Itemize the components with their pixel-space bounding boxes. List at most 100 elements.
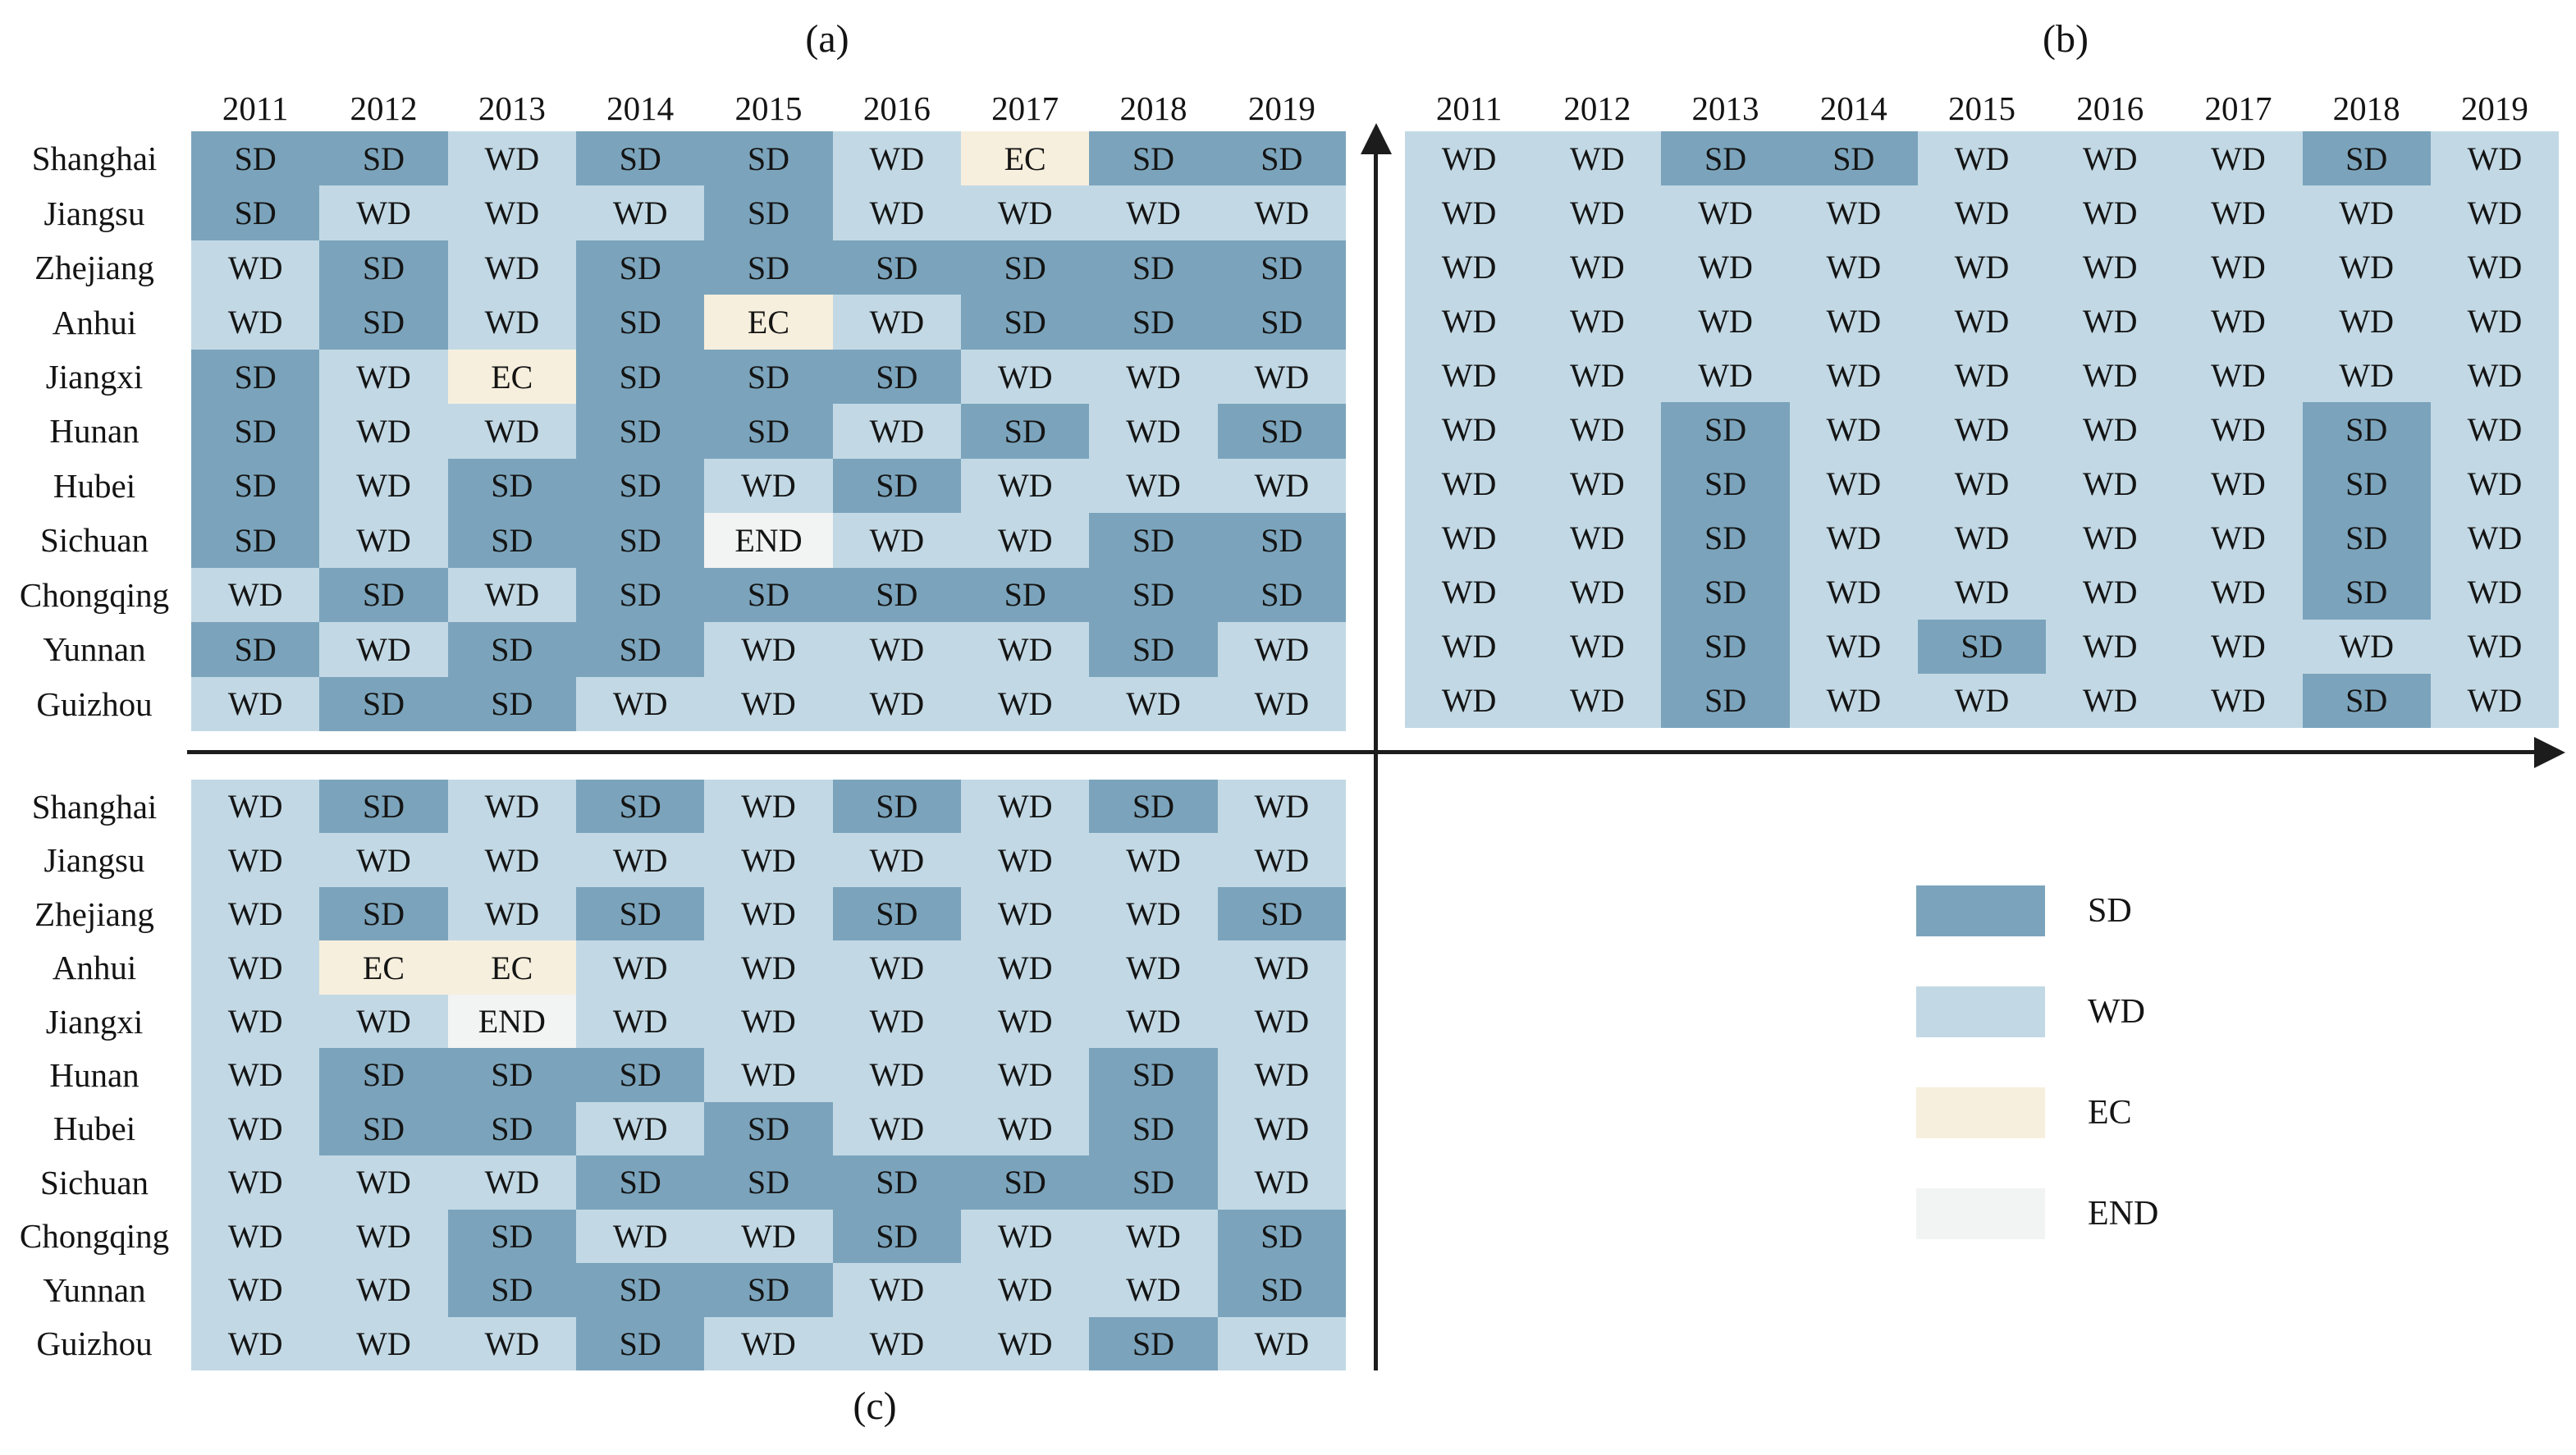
row-label-anhui: Anhui xyxy=(52,303,137,341)
row-label-jiangxi: Jiangxi xyxy=(45,1002,144,1041)
cell-c-zhejiang-2013: WD xyxy=(447,886,576,941)
year-header-2012: 2012 xyxy=(350,89,418,127)
cell-c-zhejiang-2014: SD xyxy=(575,886,705,941)
cell-b-yunnan-2011: WD xyxy=(1405,619,1534,674)
cell-a-yunnan-2018: SD xyxy=(1089,622,1218,677)
cell-c-hubei-2016: WD xyxy=(832,1101,961,1156)
cell-b-jiangsu-2014: WD xyxy=(1789,185,1918,240)
cell-a-zhejiang-2011: WD xyxy=(191,240,320,295)
cell-b-shanghai-2014: SD xyxy=(1789,131,1918,186)
cell-a-jiangxi-2015: SD xyxy=(704,349,833,405)
cell-a-hubei-2012: WD xyxy=(319,458,448,514)
cell-b-hunan-2014: WD xyxy=(1789,402,1918,457)
cell-c-hubei-2014: WD xyxy=(575,1101,705,1156)
cell-b-hubei-2014: WD xyxy=(1789,456,1918,511)
cell-b-chongqing-2011: WD xyxy=(1405,565,1534,620)
legend-item-ec: EC xyxy=(1916,1087,2158,1138)
cell-b-yunnan-2018: WD xyxy=(2302,619,2431,674)
cell-c-yunnan-2017: WD xyxy=(960,1263,1090,1317)
cell-a-hubei-2018: WD xyxy=(1089,458,1218,514)
cell-c-guizhou-2012: WD xyxy=(319,1316,448,1370)
cell-a-shanghai-2012: SD xyxy=(319,131,448,186)
cell-b-chongqing-2012: WD xyxy=(1533,565,1662,620)
cell-b-anhui-2012: WD xyxy=(1533,294,1662,349)
cell-a-zhejiang-2015: SD xyxy=(704,240,833,295)
cell-c-guizhou-2013: WD xyxy=(447,1316,576,1370)
cell-b-jiangxi-2016: WD xyxy=(2046,348,2175,403)
vertical-axis-line xyxy=(1374,149,1378,1370)
panel-a-row-labels: Shanghai Jiangsu Zhejiang Anhui Jiangxi Hunan… xyxy=(2,131,187,731)
cell-a-hubei-2019: WD xyxy=(1217,458,1346,514)
cell-b-jiangsu-2017: WD xyxy=(2174,185,2303,240)
cell-b-zhejiang-2014: WD xyxy=(1789,240,1918,295)
cell-b-anhui-2017: WD xyxy=(2174,294,2303,349)
cell-b-sichuan-2019: WD xyxy=(2430,510,2559,565)
cell-b-hunan-2013: SD xyxy=(1661,402,1790,457)
cell-b-anhui-2013: WD xyxy=(1661,294,1790,349)
cell-a-anhui-2012: SD xyxy=(319,295,448,350)
cell-a-shanghai-2018: SD xyxy=(1089,131,1218,186)
cell-a-hunan-2017: SD xyxy=(960,404,1090,459)
cell-a-chongqing-2015: SD xyxy=(704,567,833,623)
cell-c-shanghai-2016: SD xyxy=(832,780,961,834)
cell-c-hunan-2011: WD xyxy=(191,1048,320,1102)
cell-b-yunnan-2013: SD xyxy=(1661,619,1790,674)
cell-b-hubei-2012: WD xyxy=(1533,456,1662,511)
cell-a-shanghai-2011: SD xyxy=(191,131,320,186)
cell-b-hubei-2019: WD xyxy=(2430,456,2559,511)
cell-a-guizhou-2014: WD xyxy=(575,676,705,731)
cell-b-jiangsu-2013: WD xyxy=(1661,185,1790,240)
cell-c-jiangsu-2018: WD xyxy=(1089,833,1218,887)
cell-a-sichuan-2019: SD xyxy=(1217,513,1346,568)
cell-a-sichuan-2016: WD xyxy=(832,513,961,568)
legend-label-wd: WD xyxy=(2088,993,2145,1031)
cell-b-anhui-2018: WD xyxy=(2302,294,2431,349)
cell-a-hubei-2017: WD xyxy=(960,458,1090,514)
cell-a-hubei-2013: SD xyxy=(447,458,576,514)
row-label-yunnan: Yunnan xyxy=(43,1270,146,1309)
cell-a-yunnan-2016: WD xyxy=(832,622,961,677)
legend-swatch-sd xyxy=(1916,885,2045,936)
cell-c-jiangxi-2013: END xyxy=(447,994,576,1049)
row-label-jiangxi: Jiangxi xyxy=(45,358,144,396)
cell-c-yunnan-2015: SD xyxy=(704,1263,833,1317)
cell-a-sichuan-2013: SD xyxy=(447,513,576,568)
cell-c-guizhou-2017: WD xyxy=(960,1316,1090,1370)
cell-b-sichuan-2013: SD xyxy=(1661,510,1790,565)
cell-b-yunnan-2012: WD xyxy=(1533,619,1662,674)
cell-c-jiangsu-2013: WD xyxy=(447,833,576,887)
cell-a-jiangsu-2019: WD xyxy=(1217,185,1346,240)
cell-b-hunan-2017: WD xyxy=(2174,402,2303,457)
cell-a-guizhou-2017: WD xyxy=(960,676,1090,731)
cell-c-hunan-2019: WD xyxy=(1217,1048,1346,1102)
cell-a-guizhou-2013: SD xyxy=(447,676,576,731)
cell-b-guizhou-2017: WD xyxy=(2174,673,2303,728)
cell-b-jiangsu-2016: WD xyxy=(2046,185,2175,240)
cell-a-jiangsu-2011: SD xyxy=(191,185,320,240)
cell-a-guizhou-2015: WD xyxy=(704,676,833,731)
panel-c-heatmap-grid: WD SD WD SD WD SD WD SD WD WD WD WD WD WD WD WD WD WD WD SD… xyxy=(191,780,1346,1370)
legend-item-sd: SD xyxy=(1916,885,2158,936)
cell-b-anhui-2015: WD xyxy=(1917,294,2047,349)
year-header-2019: 2019 xyxy=(2460,89,2528,127)
cell-b-jiangsu-2011: WD xyxy=(1405,185,1534,240)
cell-c-jiangxi-2017: WD xyxy=(960,994,1090,1049)
panel-b-caption: (b) xyxy=(2043,17,2089,61)
cell-c-zhejiang-2016: SD xyxy=(832,886,961,941)
cell-a-hunan-2015: SD xyxy=(704,404,833,459)
cell-c-jiangxi-2012: WD xyxy=(319,994,448,1049)
cell-a-hunan-2013: WD xyxy=(447,404,576,459)
cell-a-guizhou-2011: WD xyxy=(191,676,320,731)
cell-c-anhui-2015: WD xyxy=(704,940,833,995)
cell-b-anhui-2014: WD xyxy=(1789,294,1918,349)
cell-a-chongqing-2012: SD xyxy=(319,567,448,623)
row-label-shanghai: Shanghai xyxy=(31,787,158,826)
cell-b-yunnan-2016: WD xyxy=(2046,619,2175,674)
cell-c-jiangxi-2016: WD xyxy=(832,994,961,1049)
cell-a-yunnan-2019: WD xyxy=(1217,622,1346,677)
cell-c-yunnan-2011: WD xyxy=(191,1263,320,1317)
cell-a-hunan-2012: WD xyxy=(319,404,448,459)
year-header-2017: 2017 xyxy=(991,89,1059,127)
cell-a-sichuan-2015: END xyxy=(704,513,833,568)
cell-c-anhui-2014: WD xyxy=(575,940,705,995)
